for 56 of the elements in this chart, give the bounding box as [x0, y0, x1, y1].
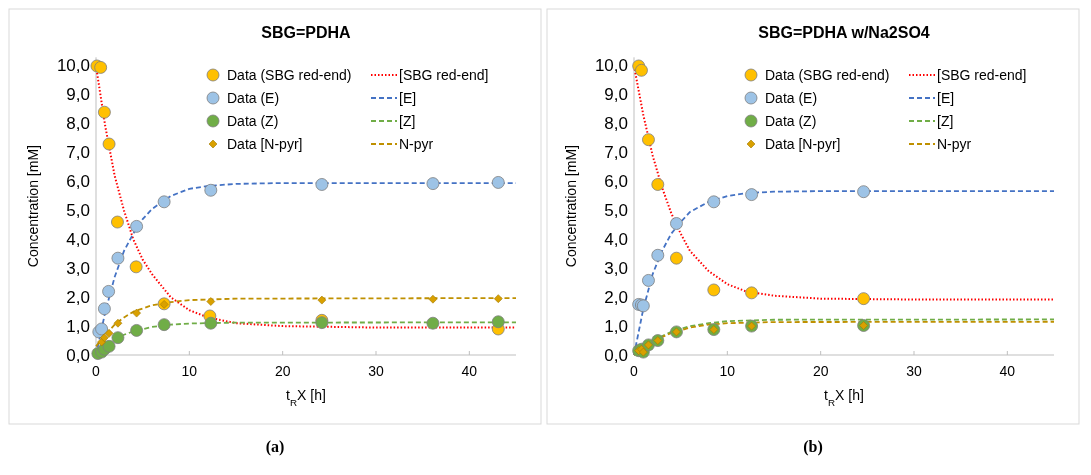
- y-tick-label: 5,0: [604, 200, 628, 220]
- y-tick-label: 6,0: [66, 172, 90, 192]
- y-axis-title: Concentration [mM]: [25, 145, 41, 268]
- x-tick-label: 20: [274, 363, 291, 379]
- x-tick-label: 40: [461, 363, 478, 379]
- legend-label: [E]: [399, 90, 417, 106]
- x-tick-label: 30: [368, 363, 384, 379]
- text: (a): [265, 438, 285, 456]
- y-tick-label: 0,0: [66, 345, 90, 365]
- y-tick-label: 2,0: [66, 287, 90, 307]
- y-tick-label: 3,0: [66, 258, 90, 278]
- y-axis-title: Concentration [mM]: [563, 145, 579, 268]
- y-tick-label: 9,0: [604, 85, 628, 105]
- y-tick-label: 5,0: [66, 200, 90, 220]
- y-tick-label: 0,0: [604, 345, 628, 365]
- y-tick-label: 2,0: [604, 287, 628, 307]
- legend-label: Data [N-pyr]: [227, 136, 303, 152]
- y-tick-label: 4,0: [66, 229, 90, 249]
- x-axis-title: t$_{R}$X [h]: [286, 387, 326, 408]
- y-tick-label: 7,0: [66, 143, 90, 163]
- text: (b): [803, 438, 823, 456]
- legend-label: [SBG red-end]: [937, 67, 1027, 83]
- y-tick-label: 1,0: [66, 316, 90, 336]
- y-tick-label: 10,0: [594, 56, 628, 76]
- legend-label: Data (Z): [227, 113, 279, 129]
- x-tick-label: 10: [181, 363, 198, 379]
- y-tick-label: 3,0: [604, 258, 628, 278]
- legend-label: Data (E): [227, 90, 280, 106]
- legend-label: Data (SBG red-end): [765, 67, 890, 83]
- y-tick-label: 4,0: [604, 229, 628, 249]
- y-tick-label: 8,0: [604, 114, 628, 134]
- x-tick-label: 30: [906, 363, 922, 379]
- legend-label: [Z]: [399, 113, 416, 129]
- x-tick-label: 10: [719, 363, 736, 379]
- chart-title: SBG=PDHA: [261, 24, 352, 41]
- legend-label: Data (E): [765, 90, 818, 106]
- y-tick-label: 10,0: [56, 56, 90, 76]
- x-tick-label: 0: [92, 363, 101, 379]
- legend-label: [Z]: [937, 113, 954, 129]
- y-tick-label: 6,0: [604, 172, 628, 192]
- legend-label: N-pyr: [399, 136, 434, 152]
- y-tick-label: 8,0: [66, 114, 90, 134]
- chart-title: SBG=PDHA w/Na2SO4: [758, 24, 930, 41]
- legend-label: Data (Z): [765, 113, 817, 129]
- legend-label: [SBG red-end]: [399, 67, 489, 83]
- legend-label: Data [N-pyr]: [765, 136, 841, 152]
- x-axis-title: t$_{R}$X [h]: [824, 387, 864, 408]
- y-tick-label: 7,0: [604, 143, 628, 163]
- legend-label: N-pyr: [937, 136, 972, 152]
- x-tick-label: 40: [999, 363, 1016, 379]
- y-tick-label: 1,0: [604, 316, 628, 336]
- x-tick-label: 20: [812, 363, 829, 379]
- x-tick-label: 0: [630, 363, 639, 379]
- legend-label: [E]: [937, 90, 955, 106]
- y-tick-label: 9,0: [66, 85, 90, 105]
- legend-label: Data (SBG red-end): [227, 67, 352, 83]
